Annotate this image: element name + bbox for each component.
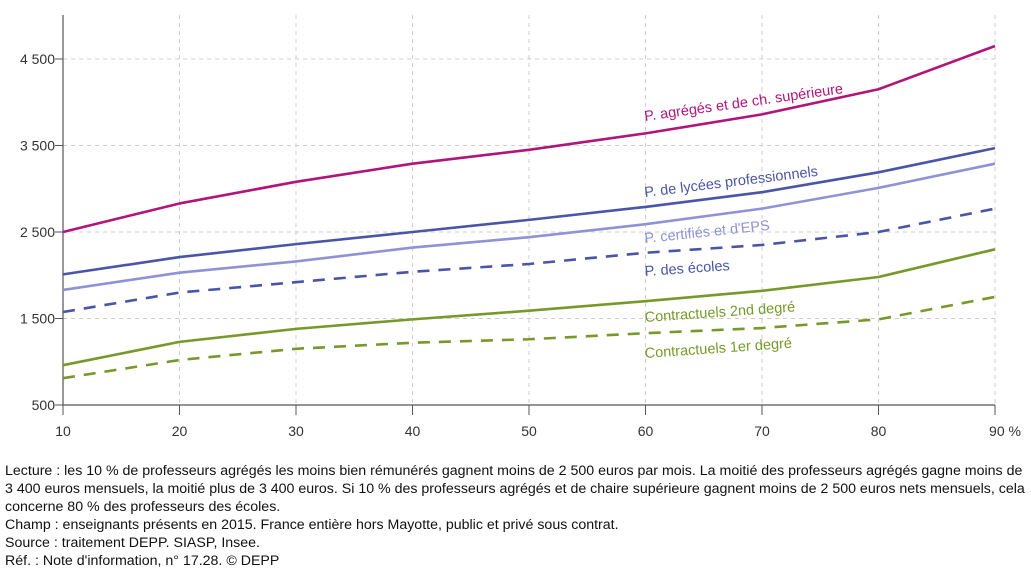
x-tick-label: 10 bbox=[55, 423, 71, 439]
series-label: Contractuels 1er degré bbox=[644, 336, 792, 362]
x-tick-label: 40 bbox=[405, 423, 421, 439]
y-tick-label: 500 bbox=[32, 397, 56, 413]
x-tick-label: 50 bbox=[521, 423, 537, 439]
note-lecture: Lecture : les 10 % de professeurs agrégé… bbox=[5, 463, 1025, 515]
series-line-3 bbox=[62, 207, 996, 314]
x-tick-label: 70 bbox=[754, 423, 770, 439]
note-champ: Champ : enseignants présents en 2015. Fr… bbox=[5, 517, 619, 533]
y-tick-label: 4 500 bbox=[20, 51, 55, 67]
x-tick-label: 20 bbox=[172, 423, 188, 439]
y-tick-label: 2 500 bbox=[20, 224, 55, 240]
series-line-1 bbox=[62, 146, 996, 276]
series-line-0 bbox=[62, 44, 996, 234]
chart-notes: Lecture : les 10 % de professeurs agrégé… bbox=[5, 462, 1025, 570]
line-chart: 500 1 500 2 500 3 500 4 500 10 20 30 40 50 60 70 80 9… bbox=[20, 15, 1021, 439]
series-label: Contractuels 2nd degré bbox=[644, 300, 795, 326]
series-line-2 bbox=[62, 162, 996, 292]
x-tick-label: 90 % bbox=[989, 423, 1021, 439]
y-tick-label: 1 500 bbox=[20, 311, 55, 327]
note-ref: Réf. : Note d'information, n° 17.28. © D… bbox=[5, 553, 280, 569]
series-line-5 bbox=[62, 295, 996, 380]
x-tick-label: 80 bbox=[871, 423, 887, 439]
y-tick-label: 3 500 bbox=[20, 138, 55, 154]
x-tick-label: 30 bbox=[288, 423, 304, 439]
note-source: Source : traitement DEPP. SIASP, Insee. bbox=[5, 535, 260, 551]
x-tick-label: 60 bbox=[638, 423, 654, 439]
series-line-4 bbox=[62, 248, 996, 367]
series-label: P. des écoles bbox=[644, 258, 730, 280]
